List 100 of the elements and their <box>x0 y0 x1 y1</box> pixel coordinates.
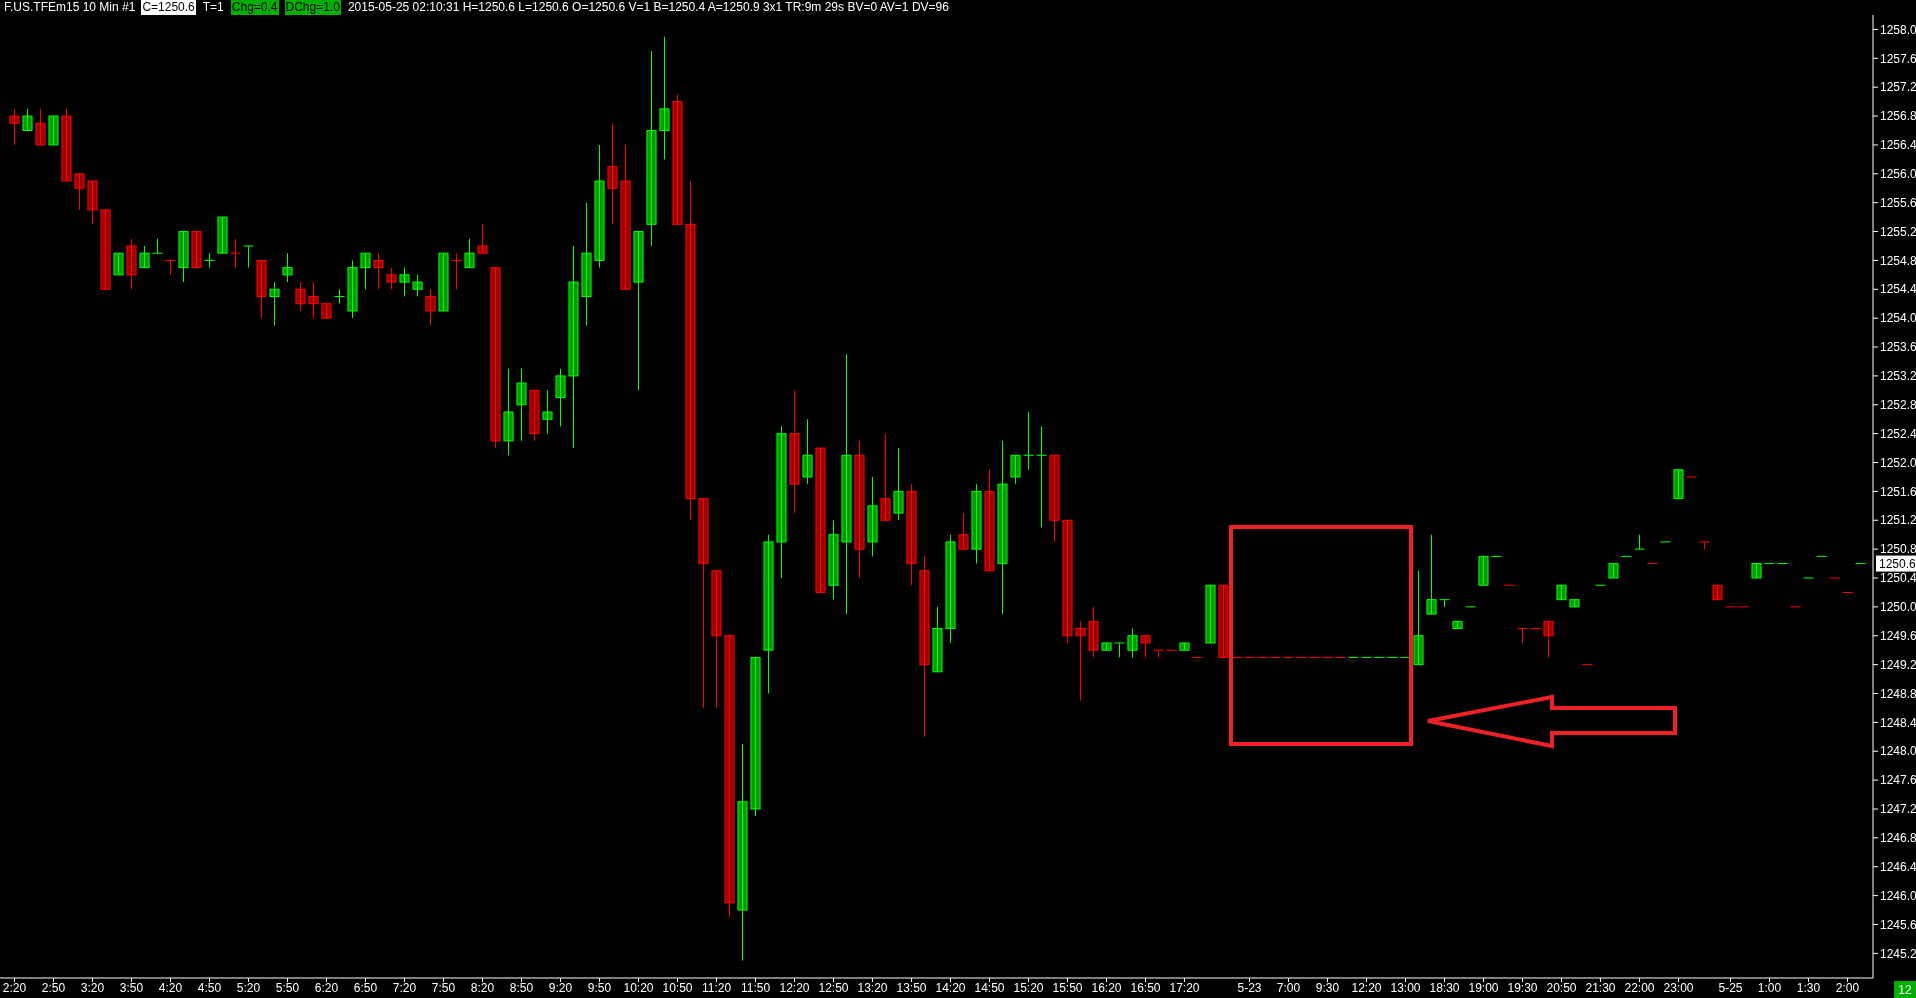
candlestick <box>256 259 267 319</box>
x-tick-label: 2:00 <box>1835 981 1860 995</box>
candlestick <box>308 281 319 319</box>
candlestick <box>295 281 306 312</box>
x-tick-label: 9:30 <box>1315 981 1340 995</box>
y-tick-label: 1257.6 <box>1880 51 1916 66</box>
y-tick-label: 1254.0 <box>1880 311 1916 326</box>
candlestick <box>672 93 683 225</box>
y-tick-label: 1252.8 <box>1880 397 1916 412</box>
candlestick <box>646 50 657 247</box>
candlestick <box>529 389 540 442</box>
candlestick <box>789 389 800 514</box>
candlestick <box>971 483 982 565</box>
y-tick-label: 1255.2 <box>1880 224 1916 239</box>
candlestick <box>1179 642 1190 651</box>
y-tick-label: 1246.4 <box>1880 859 1916 874</box>
y-tick-label: 1251.2 <box>1880 513 1916 528</box>
candlestick <box>217 216 228 254</box>
x-tick-label: 14:20 <box>935 981 966 995</box>
candlestick <box>1543 620 1554 658</box>
candlestick <box>425 288 436 326</box>
x-tick-label: 12:50 <box>818 981 849 995</box>
candlestick <box>893 447 904 521</box>
candlestick <box>360 252 371 290</box>
candlestick <box>620 144 631 290</box>
x-tick-label: 10:20 <box>623 981 654 995</box>
candlestick <box>724 635 735 918</box>
candlestick <box>152 238 163 254</box>
y-tick-label: 1253.6 <box>1880 340 1916 355</box>
text: DChg=1.0 <box>284 0 341 15</box>
text: T=1 <box>201 0 225 15</box>
y-tick-label: 1249.6 <box>1880 628 1916 643</box>
candlestick <box>178 231 189 283</box>
x-tick-label: 6:20 <box>314 981 339 995</box>
y-tick-label: 1252.0 <box>1880 455 1916 470</box>
candlestick <box>1517 628 1528 644</box>
y-tick-label: 1254.4 <box>1880 282 1916 297</box>
x-tick-label: 20:50 <box>1546 981 1577 995</box>
candlestick <box>1062 519 1073 644</box>
candlestick <box>1218 584 1229 658</box>
y-tick-label: 1245.6 <box>1880 917 1916 932</box>
candlestick <box>1556 584 1567 601</box>
y-tick-label: 1246.0 <box>1880 888 1916 903</box>
x-tick-label: 10:50 <box>662 981 693 995</box>
candlestick <box>1452 620 1463 630</box>
candlestick <box>828 519 839 601</box>
x-tick-label: 19:00 <box>1468 981 1499 995</box>
candlestick <box>503 368 514 456</box>
candlestick <box>1114 642 1125 658</box>
y-tick-label: 1256.4 <box>1880 138 1916 153</box>
candlestick <box>958 512 969 550</box>
candlestick <box>1439 599 1450 608</box>
candlestick <box>607 122 618 225</box>
candlestick <box>919 555 930 738</box>
candlestick <box>1075 620 1086 702</box>
candlestick <box>386 267 397 290</box>
candlestick <box>1036 425 1047 528</box>
x-tick-label: 4:20 <box>158 981 183 995</box>
candlestick <box>698 498 709 709</box>
x-tick-label: 12:20 <box>1351 981 1382 995</box>
candlestick <box>685 180 696 521</box>
candlestick <box>802 418 813 485</box>
x-tick-label: 2:50 <box>41 981 66 995</box>
candlestick <box>1205 584 1216 644</box>
candlestick <box>750 656 761 817</box>
x-tick-label: 13:50 <box>896 981 927 995</box>
candlestick <box>1413 570 1424 666</box>
candlestick <box>191 231 202 269</box>
candlestick <box>1634 534 1645 550</box>
x-tick-label: 15:50 <box>1052 981 1083 995</box>
x-tick-label: 8:50 <box>509 981 534 995</box>
x-tick-label: 13:00 <box>1390 981 1421 995</box>
x-tick-label: 11:50 <box>740 981 771 995</box>
x-tick-label: 13:20 <box>857 981 888 995</box>
x-tick-label: 5:50 <box>275 981 300 995</box>
candlestick <box>555 368 566 427</box>
text: 2015-05-25 02:10:31 H=1250.6 L=1250.6 O=1250.6 V=1 B=1250.4 A=1250.9 3x1 TR:9m 29s BV=0 AV=1 DV=96 <box>346 0 950 15</box>
y-tick-label: 1253.2 <box>1880 369 1916 384</box>
y-tick-label: 1247.2 <box>1880 802 1916 817</box>
y-tick-label: 1258.0 <box>1880 22 1916 37</box>
candlestick <box>542 389 553 435</box>
x-tick-label: 9:50 <box>587 981 612 995</box>
candlestick <box>1569 599 1580 608</box>
candlestick <box>1712 584 1723 601</box>
candlestick <box>126 238 137 290</box>
candlestick <box>997 440 1008 615</box>
candlestick <box>477 223 488 254</box>
x-tick-label: 16:20 <box>1091 981 1122 995</box>
text: 12 <box>1898 983 1912 997</box>
x-tick-label: 1:00 <box>1757 981 1782 995</box>
x-tick-label: 22:00 <box>1624 981 1655 995</box>
candlestick <box>61 108 72 182</box>
y-tick-label: 1254.8 <box>1880 253 1916 268</box>
candlestick <box>568 245 579 449</box>
candlestick <box>490 267 501 449</box>
x-tick-label: 15:20 <box>1013 981 1044 995</box>
candlestick <box>880 433 891 521</box>
candlestick <box>35 108 46 146</box>
x-tick-label: 7:20 <box>392 981 417 995</box>
text: 1250.6 <box>1879 556 1916 571</box>
